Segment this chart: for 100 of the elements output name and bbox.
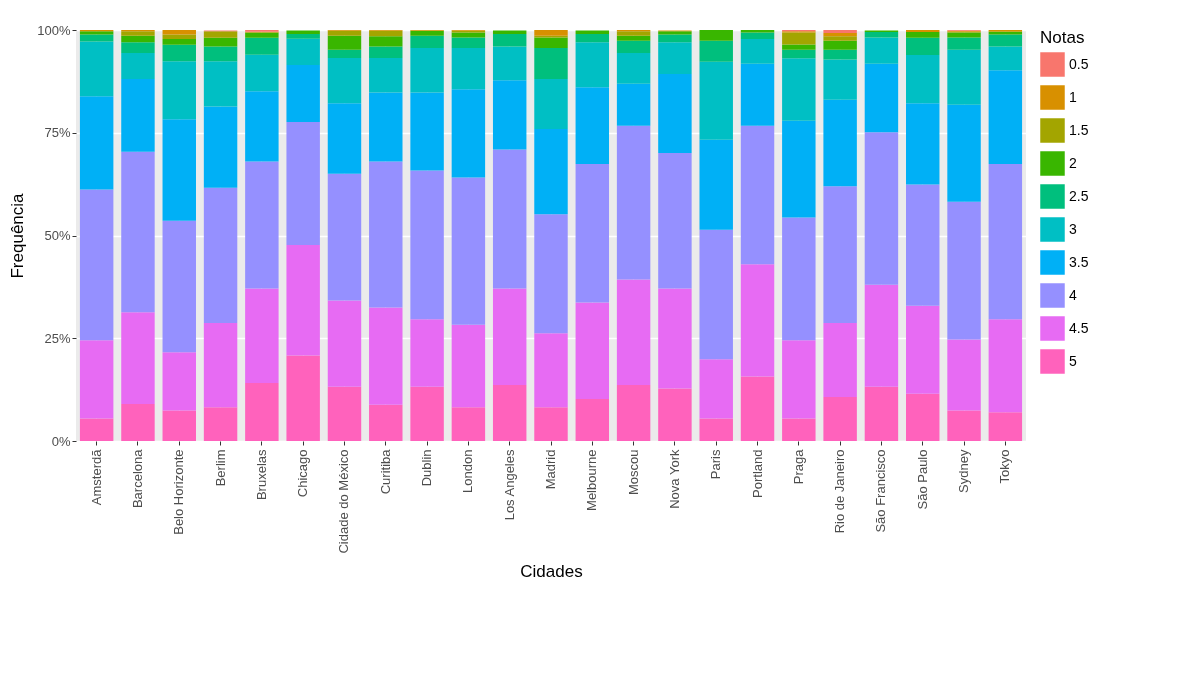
bar	[782, 44, 816, 50]
x-tick-label: Berlim	[212, 449, 228, 487]
bar	[121, 35, 155, 43]
bar	[740, 376, 775, 441]
bar	[451, 32, 486, 38]
x-tick-label: Melbourne	[584, 449, 600, 511]
bar	[369, 46, 403, 58]
x-tick-label: Rio de Janeiro	[832, 449, 848, 534]
legend-label: 1.5	[1069, 121, 1089, 138]
legend-label: 0.5	[1069, 55, 1089, 72]
x-tick-label: Chicago	[295, 449, 311, 498]
bar	[534, 30, 568, 36]
bar	[823, 36, 857, 41]
bar	[616, 40, 651, 54]
legend-label: 2	[1069, 154, 1077, 171]
x-tick-label: Los Angeles	[501, 449, 517, 521]
bar	[658, 288, 692, 389]
bar	[947, 104, 981, 202]
bar	[534, 333, 568, 408]
bar	[575, 399, 610, 441]
bar	[245, 383, 279, 441]
bar	[782, 340, 816, 419]
bar	[369, 57, 403, 93]
y-tick-label: 25%	[44, 330, 71, 346]
bar	[492, 46, 527, 81]
x-tick-label: São Paulo	[914, 449, 930, 510]
y-tick-label: 50%	[44, 228, 71, 243]
y-tick-label: 0%	[51, 433, 71, 449]
bar	[492, 30, 527, 35]
x-tick-label: Amsterdã	[88, 448, 104, 506]
bar	[451, 48, 486, 90]
bar	[162, 61, 196, 120]
bar	[162, 119, 196, 221]
legend-label: 5	[1069, 352, 1077, 369]
bar	[286, 34, 320, 39]
bar	[162, 39, 196, 45]
bar	[121, 31, 155, 36]
bar	[906, 393, 940, 441]
bar	[699, 40, 733, 62]
y-tick-label: 75%	[44, 125, 71, 141]
bar	[492, 149, 527, 289]
bar	[121, 78, 155, 152]
bar	[245, 54, 279, 92]
bar	[410, 319, 444, 387]
bar	[203, 37, 238, 47]
bar	[203, 323, 238, 408]
bar	[162, 352, 196, 411]
bar	[947, 201, 981, 340]
bar	[947, 37, 981, 50]
bar	[410, 92, 444, 171]
bar	[369, 161, 403, 308]
x-tick-label: Portland	[749, 449, 765, 498]
bar	[616, 83, 651, 126]
bar	[864, 32, 899, 38]
bar	[988, 412, 1023, 441]
bar	[782, 49, 816, 59]
x-tick-label: Tokyo	[997, 449, 1013, 484]
bar	[121, 404, 155, 441]
x-tick-label: Belo Horizonte	[171, 449, 187, 535]
bar	[740, 39, 775, 64]
bar	[699, 61, 733, 140]
x-tick-label: Cidade do México	[336, 449, 352, 554]
bar	[616, 279, 651, 386]
bar	[988, 70, 1023, 164]
bar	[947, 339, 981, 411]
x-tick-label: Moscou	[625, 449, 641, 496]
bar	[121, 151, 155, 313]
bar	[740, 32, 775, 40]
bar	[121, 42, 155, 54]
bar	[121, 53, 155, 79]
bar	[245, 288, 279, 384]
bar	[699, 139, 733, 230]
bar	[823, 397, 857, 441]
x-tick-label: Bruxelas	[253, 449, 269, 501]
bar	[864, 386, 899, 441]
bar	[616, 125, 651, 280]
bar	[451, 324, 486, 408]
x-tick-label: São Francisco	[873, 449, 889, 533]
x-tick-label: Nova York	[666, 449, 682, 509]
bar	[79, 41, 114, 97]
bar	[79, 340, 114, 419]
bar	[203, 31, 238, 38]
bar	[369, 404, 403, 441]
bar	[947, 49, 981, 105]
bar	[286, 38, 320, 65]
bar	[616, 53, 651, 84]
bar	[410, 48, 444, 93]
bar	[327, 57, 362, 104]
bar	[286, 30, 320, 35]
bar	[906, 32, 940, 38]
bar	[658, 388, 692, 441]
x-tick-label: Barcelona	[129, 448, 145, 509]
bar	[575, 302, 610, 400]
bar	[492, 80, 527, 150]
bar	[947, 32, 981, 38]
bar	[327, 173, 362, 301]
bar	[988, 163, 1023, 320]
bar	[203, 106, 238, 188]
bar	[410, 35, 444, 49]
bar	[658, 152, 692, 289]
